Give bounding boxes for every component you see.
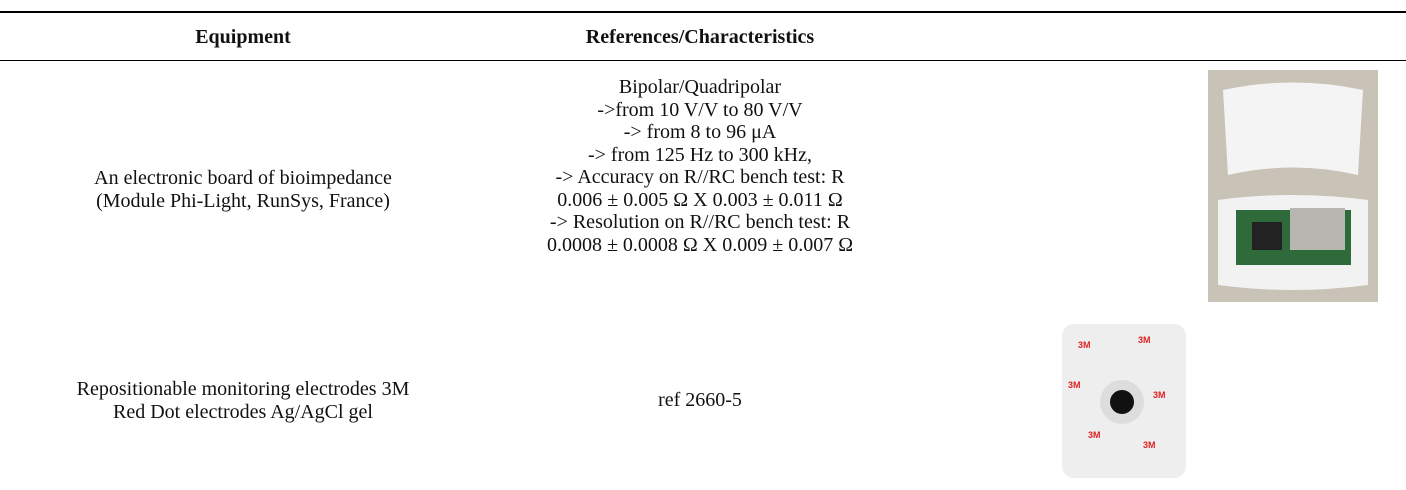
text-line: (Module Phi-Light, RunSys, France) xyxy=(96,189,390,212)
equipment-cell: Repositionable monitoring electrodes 3M R… xyxy=(43,378,443,423)
text-line: 0.0008 ± 0.0008 Ω X 0.009 ± 0.007 Ω xyxy=(546,233,854,256)
text-line: Bipolar/Quadripolar xyxy=(618,76,782,98)
header-rule xyxy=(0,60,1406,61)
text-line: ref 2660-5 xyxy=(658,389,742,411)
text-line: Red Dot electrodes Ag/AgCl gel xyxy=(113,400,373,423)
text-line: -> Resolution on R//RC bench test: R xyxy=(549,211,851,233)
equipment-cell: An electronic board of bioimpedance (Modu… xyxy=(43,167,443,212)
top-rule xyxy=(0,11,1406,13)
text-line: -> Accuracy on R//RC bench test: R xyxy=(555,166,845,188)
text-line: -> from 125 Hz to 300 kHz, xyxy=(587,143,812,166)
characteristics-cell: Bipolar/Quadripolar ->from 10 V/V to 80 V… xyxy=(450,76,950,256)
svg-text:3M: 3M xyxy=(1153,390,1166,400)
svg-text:3M: 3M xyxy=(1078,340,1091,350)
text-line: -> from 8 to 96 μA xyxy=(623,121,777,143)
electrode-photo: 3M 3M 3M 3M 3M 3M xyxy=(1062,324,1186,478)
text-line: Repositionable monitoring electrodes 3M xyxy=(76,378,410,400)
characteristics-cell: ref 2660-5 xyxy=(450,389,950,412)
header-cell: References/Characteristics xyxy=(585,26,815,48)
device-photo xyxy=(1208,70,1378,302)
svg-text:3M: 3M xyxy=(1088,430,1101,440)
text-line: ->from 10 V/V to 80 V/V xyxy=(597,98,803,121)
header-cell: Equipment xyxy=(195,26,291,48)
text-line: 0.006 ± 0.005 Ω X 0.003 ± 0.011 Ω xyxy=(557,188,843,211)
svg-text:3M: 3M xyxy=(1143,440,1156,450)
svg-text:3M: 3M xyxy=(1068,380,1081,390)
text-line: An electronic board of bioimpedance xyxy=(94,167,392,189)
svg-text:3M: 3M xyxy=(1138,335,1151,345)
